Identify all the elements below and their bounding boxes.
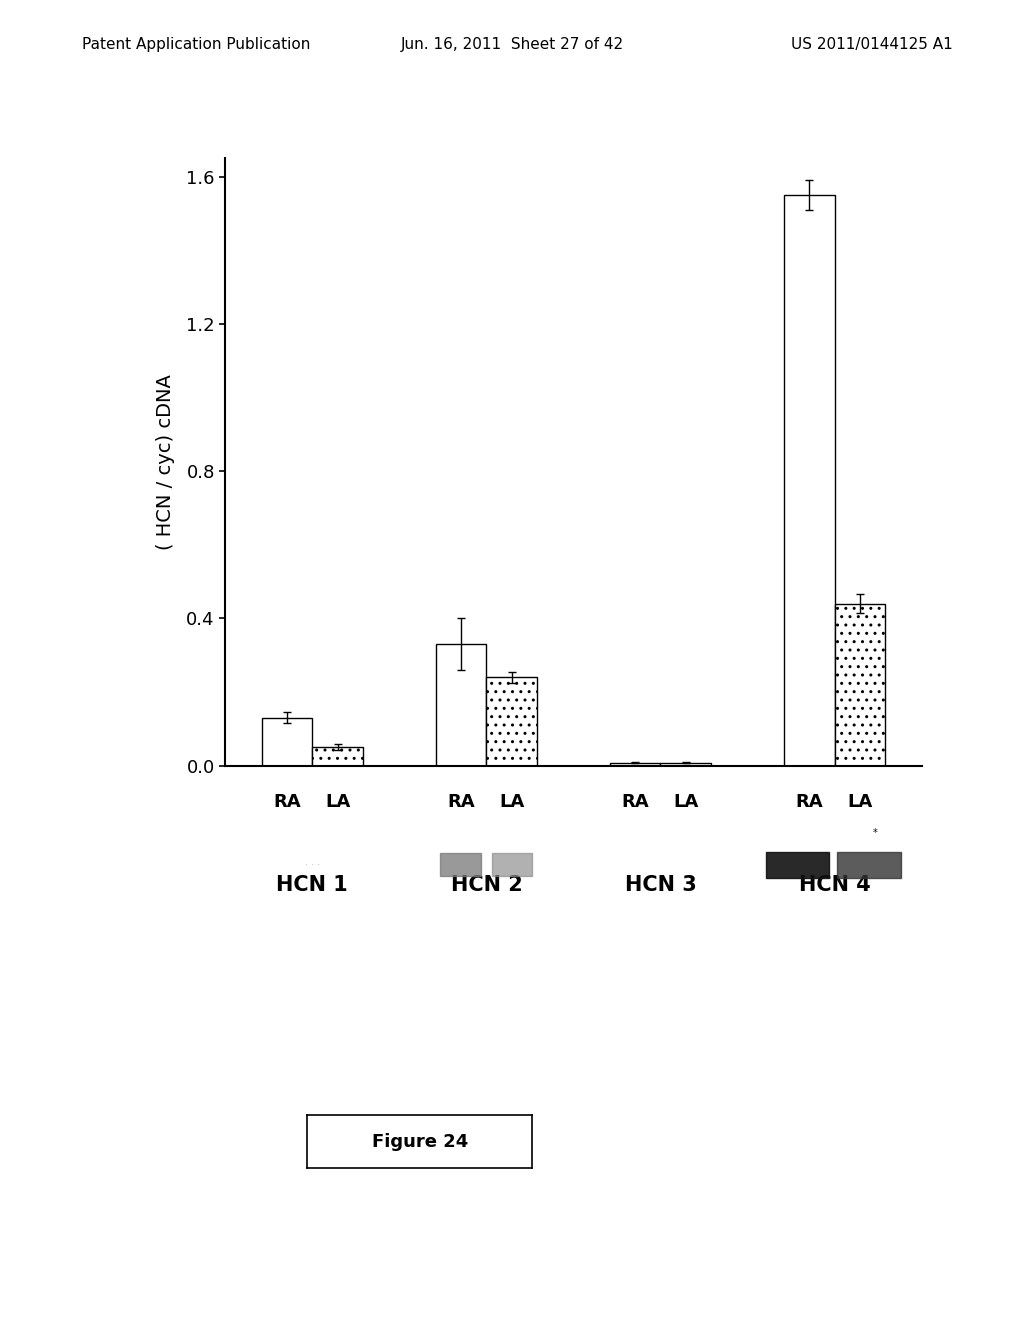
Text: RA: RA [447, 793, 475, 810]
Text: · · ·: · · · [305, 859, 319, 870]
Bar [440, 853, 481, 876]
Bar [261, 718, 312, 766]
Bar [660, 763, 712, 766]
Text: LA: LA [673, 793, 698, 810]
Bar [312, 747, 364, 766]
Text: Jun. 16, 2011  Sheet 27 of 42: Jun. 16, 2011 Sheet 27 of 42 [400, 37, 624, 51]
Text: LA: LA [325, 793, 350, 810]
Text: HCN 2: HCN 2 [451, 875, 522, 895]
Text: LA: LA [847, 793, 872, 810]
Y-axis label: ( HCN / cyc) cDNA: ( HCN / cyc) cDNA [156, 374, 175, 550]
Text: RA: RA [273, 793, 301, 810]
Bar [783, 195, 835, 766]
Text: *: * [873, 829, 878, 838]
Bar [435, 644, 486, 766]
Bar [486, 677, 538, 766]
Text: US 2011/0144125 A1: US 2011/0144125 A1 [791, 37, 952, 51]
Bar [766, 851, 828, 878]
Text: HCN 4: HCN 4 [799, 875, 870, 895]
Text: RA: RA [622, 793, 649, 810]
Text: RA: RA [796, 793, 823, 810]
Text: HCN 1: HCN 1 [276, 875, 348, 895]
Text: Figure 24: Figure 24 [372, 1133, 468, 1151]
Bar [835, 603, 886, 766]
Text: HCN 3: HCN 3 [625, 875, 696, 895]
Text: LA: LA [499, 793, 524, 810]
Text: Patent Application Publication: Patent Application Publication [82, 37, 310, 51]
Bar [838, 851, 900, 878]
Bar [609, 763, 660, 766]
Bar [492, 853, 532, 876]
